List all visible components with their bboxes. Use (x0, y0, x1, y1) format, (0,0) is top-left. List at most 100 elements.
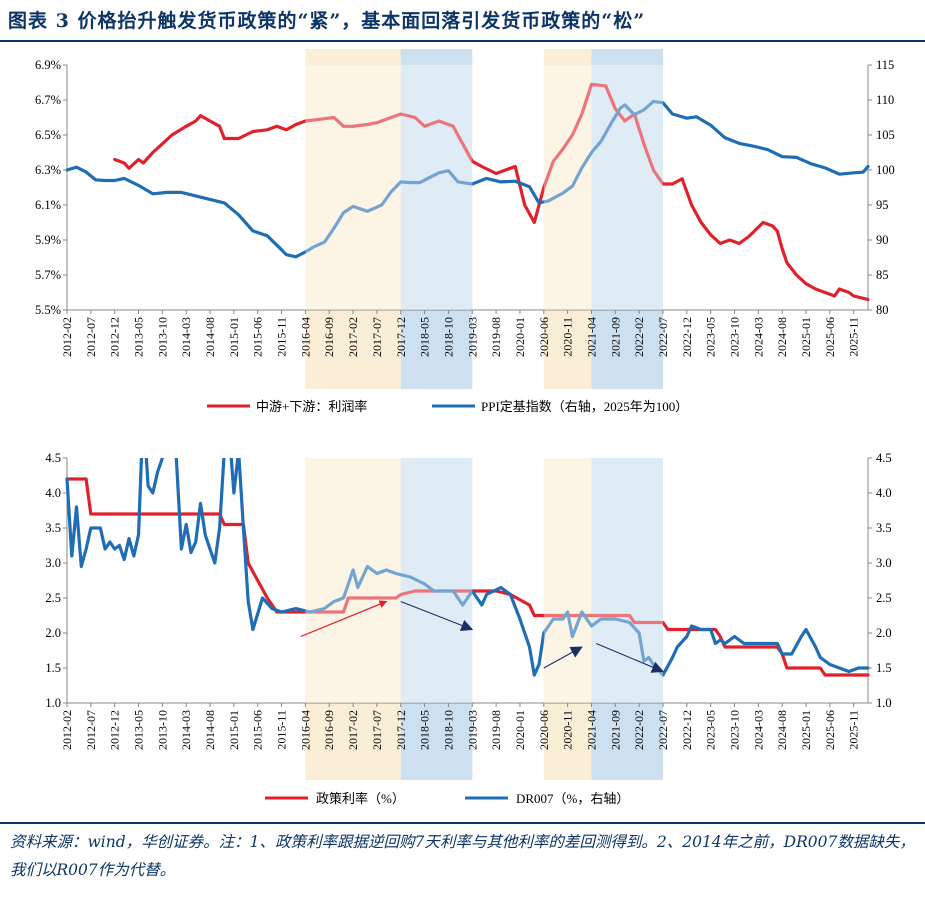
x-tick-label: 2016-09 (322, 710, 336, 750)
title-rule (0, 40, 925, 42)
x-tick-label: 2012-12 (108, 710, 122, 750)
shade-period-loose (400, 458, 473, 780)
x-tick-label: 2017-02 (346, 710, 360, 750)
shade-overlay (543, 65, 592, 310)
y-tick-label-right: 80 (876, 303, 889, 317)
x-tick-label: 2021-04 (584, 317, 598, 357)
x-tick-label: 2025-06 (823, 710, 837, 750)
shade-period-loose (400, 49, 473, 389)
x-tick-label: 2014-03 (179, 317, 193, 357)
x-tick-label: 2022-07 (656, 317, 670, 357)
y-tick-label-right: 3.5 (876, 521, 892, 535)
y-tick-label-left: 3.5 (45, 521, 61, 535)
x-tick-label: 2022-12 (680, 710, 694, 750)
x-tick-label: 2020-01 (513, 710, 527, 750)
x-tick-label: 2017-07 (370, 317, 384, 357)
x-tick-label: 2020-06 (537, 710, 551, 750)
series-line (113, 82, 870, 302)
x-tick-label: 2025-06 (823, 317, 837, 357)
figure-title: 图表 3 价格抬升触发货币政策的“紧”，基本面回落引发货币政策的“松” (8, 10, 646, 32)
x-tick-label: 2024-03 (751, 710, 765, 750)
y-tick-label-right: 4.5 (876, 451, 892, 465)
x-tick-label: 2013-10 (155, 710, 169, 750)
x-tick-label: 2019-08 (489, 710, 503, 750)
tick-layer: 6.9% 6.7% 6.5% 6.3% 6.1% 5.9% 5.7% 5.5% 115 110 10… (35, 58, 895, 357)
x-tick-label: 2013-10 (155, 317, 169, 357)
legend-label-ppi: PPI定基指数（右轴，2025年为100） (481, 399, 688, 414)
y-tick-label-right: 115 (876, 58, 894, 72)
legend: 政策利率（%） DR007（%，右轴） (265, 791, 629, 806)
trend-arrow-red (300, 600, 388, 638)
x-tick-label: 2022-12 (680, 317, 694, 357)
y-tick-label-left: 1.5 (45, 661, 61, 675)
y-tick-label-right: 95 (876, 198, 889, 212)
y-tick-label-right: 2.0 (876, 626, 892, 640)
y-tick-label-right: 1.0 (876, 696, 892, 710)
y-tick-label-left: 2.5 (45, 591, 61, 605)
x-tick-label: 2024-08 (775, 317, 789, 357)
x-tick-label: 2012-02 (60, 710, 74, 750)
x-tick-label: 2012-12 (108, 317, 122, 357)
x-tick-label: 2014-03 (179, 710, 193, 750)
shade-overlay (400, 65, 473, 310)
y-tick-label-right: 105 (876, 128, 895, 142)
trend-arrow-navy (543, 646, 583, 669)
x-tick-label: 2020-11 (561, 710, 575, 750)
x-tick-label: 2012-07 (84, 317, 98, 357)
series-line (65, 458, 870, 677)
series-0 (113, 82, 870, 302)
x-tick-label: 2015-01 (227, 710, 241, 750)
y-tick-label-left: 5.9% (35, 233, 61, 247)
x-tick-label: 2018-05 (418, 317, 432, 357)
chart-policy-rate: 4.5 4.0 3.5 3.0 2.5 2.0 1.5 1.0 4.5 4.0 3.5 3.0 2.5 2… (45, 451, 892, 806)
x-tick-label: 2019-03 (465, 710, 479, 750)
arrow-layer (300, 600, 664, 673)
shade-overlay (305, 65, 401, 310)
legend-label-profit: 中游+下游：利润率 (256, 399, 367, 414)
x-tick-label: 2018-05 (418, 710, 432, 750)
x-tick-label: 2025-01 (799, 317, 813, 357)
x-tick-label: 2019-08 (489, 317, 503, 357)
x-tick-label: 2024-08 (775, 710, 789, 750)
x-tick-label: 2021-04 (584, 710, 598, 750)
x-tick-label: 2022-02 (632, 710, 646, 750)
x-tick-label: 2017-02 (346, 317, 360, 357)
series-line (65, 99, 870, 259)
x-tick-label: 2023-05 (704, 317, 718, 357)
x-tick-label: 2015-06 (251, 317, 265, 357)
y-tick-label-right: 4.0 (876, 486, 892, 500)
x-tick-label: 2014-08 (203, 710, 217, 750)
shade-period-tight (305, 49, 401, 389)
shade-overlay (400, 458, 473, 703)
x-tick-label: 2017-12 (394, 710, 408, 750)
y-tick-label-left: 6.5% (35, 128, 61, 142)
y-tick-label-right: 1.5 (876, 661, 892, 675)
x-tick-label: 2024-03 (751, 317, 765, 357)
legend-label-policy: 政策利率（%） (316, 791, 405, 806)
x-tick-label: 2019-03 (465, 317, 479, 357)
y-tick-label-left: 5.5% (35, 303, 61, 317)
x-tick-label: 2012-07 (84, 710, 98, 750)
x-tick-label: 2015-06 (251, 710, 265, 750)
x-tick-label: 2015-01 (227, 317, 241, 357)
x-tick-label: 2013-05 (132, 710, 146, 750)
source-note: 资料来源：wind，华创证券。注：1、政策利率跟据逆回购7天利率与其他利率的差回… (10, 833, 915, 879)
x-tick-label: 2017-07 (370, 710, 384, 750)
y-tick-label-right: 100 (876, 163, 895, 177)
y-tick-label-left: 6.1% (35, 198, 61, 212)
x-tick-label: 2012-02 (60, 317, 74, 357)
x-tick-label: 2016-04 (298, 317, 312, 357)
x-tick-label: 2023-10 (728, 317, 742, 357)
series-layer (65, 458, 870, 703)
shade-overlay (591, 65, 663, 310)
x-tick-label: 2018-10 (441, 710, 455, 750)
x-tick-label: 2016-09 (322, 317, 336, 357)
shade-period-tight (305, 458, 401, 780)
x-tick-label: 2022-02 (632, 317, 646, 357)
x-tick-label: 2015-11 (275, 710, 289, 750)
x-tick-label: 2017-12 (394, 317, 408, 357)
x-tick-label: 2021-09 (608, 710, 622, 750)
x-tick-label: 2025-11 (847, 317, 861, 357)
trend-arrow-navy (596, 642, 664, 673)
x-tick-label: 2014-08 (203, 317, 217, 357)
